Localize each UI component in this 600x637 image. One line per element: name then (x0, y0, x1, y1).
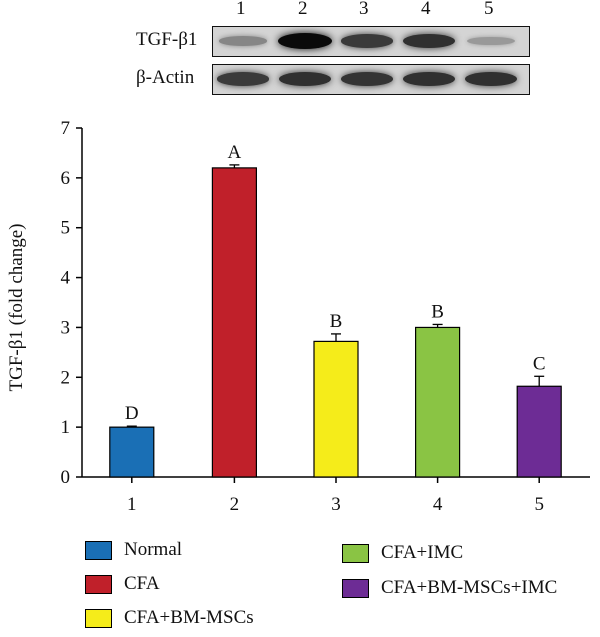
x-tick-label: 5 (534, 494, 544, 515)
blot-strip-tgf (212, 26, 530, 57)
blot-band (464, 72, 518, 86)
blot-row-label-tgf: TGF-β1 (136, 29, 198, 50)
bar-3 (313, 340, 359, 478)
blot-band (467, 36, 515, 46)
blot-lane-label: 2 (298, 0, 308, 19)
legend-swatch (85, 608, 112, 628)
y-tick-label: 4 (61, 268, 71, 289)
bar-5 (516, 385, 562, 478)
bar-chart: 0 1 2 3 4 5 6 7 TGF-β1 (fold change) D 1 A 2 B 3 B 4 C 5 (6, 118, 590, 515)
significance-label: D (125, 403, 139, 424)
legend-item-cfa-imc: CFA+IMC (342, 542, 463, 564)
blot-row-label-actin: β-Actin (136, 67, 195, 88)
legend-label: CFA+IMC (381, 542, 464, 563)
blot-lane-label: 1 (236, 0, 246, 19)
legend-item-cfa: CFA (85, 573, 160, 595)
blot-strip-actin (212, 64, 530, 95)
legend-label: CFA (124, 573, 160, 594)
blot-lane-label: 3 (359, 0, 369, 19)
legend-label: CFA+BM-MSCs (124, 607, 254, 628)
x-tick-label: 1 (127, 494, 137, 515)
bar-2 (211, 167, 257, 478)
legend-item-normal: Normal (85, 539, 182, 561)
y-tick-label: 5 (61, 218, 71, 239)
y-tick-label: 6 (61, 168, 71, 189)
significance-label: B (330, 311, 343, 332)
bar-4 (415, 326, 461, 478)
blot-band (402, 72, 456, 86)
blot-band (402, 34, 456, 48)
blot-band (217, 72, 269, 86)
legend-swatch (85, 540, 112, 560)
significance-label: C (533, 353, 546, 374)
blot-band (278, 72, 332, 86)
legend-swatch (85, 574, 112, 594)
significance-label: B (431, 301, 444, 322)
legend-swatch (342, 578, 369, 598)
blot-band (218, 36, 268, 46)
bar-1 (109, 426, 155, 478)
chart-legend: Normal CFA CFA+BM-MSCs CFA+IMC CFA+BM-MS… (0, 520, 600, 637)
legend-item-cfa-bm-mscs: CFA+BM-MSCs (85, 607, 254, 629)
y-tick-label: 1 (61, 417, 71, 438)
x-tick-label: 4 (433, 494, 443, 515)
legend-item-cfa-bm-mscs-imc: CFA+BM-MSCs+IMC (342, 577, 557, 599)
y-tick-label: 0 (61, 467, 71, 488)
blot-band (341, 34, 393, 48)
y-tick-label: 7 (61, 118, 71, 139)
legend-swatch (342, 543, 369, 563)
significance-label: A (228, 142, 242, 163)
blot-lane-label: 4 (421, 0, 431, 19)
x-tick-label: 3 (331, 494, 341, 515)
blot-band (340, 72, 394, 86)
y-tick-label: 3 (61, 317, 71, 338)
y-axis-title: TGF-β1 (fold change) (6, 224, 27, 392)
x-tick-label: 2 (230, 494, 240, 515)
blot-band (278, 33, 332, 49)
blot-lane-label: 5 (484, 0, 494, 19)
y-tick-label: 2 (61, 367, 71, 388)
legend-label: Normal (124, 539, 183, 560)
legend-label: CFA+BM-MSCs+IMC (381, 577, 558, 598)
western-blot-panel: 1 2 3 4 5 TGF-β1 β-Actin (0, 0, 600, 100)
